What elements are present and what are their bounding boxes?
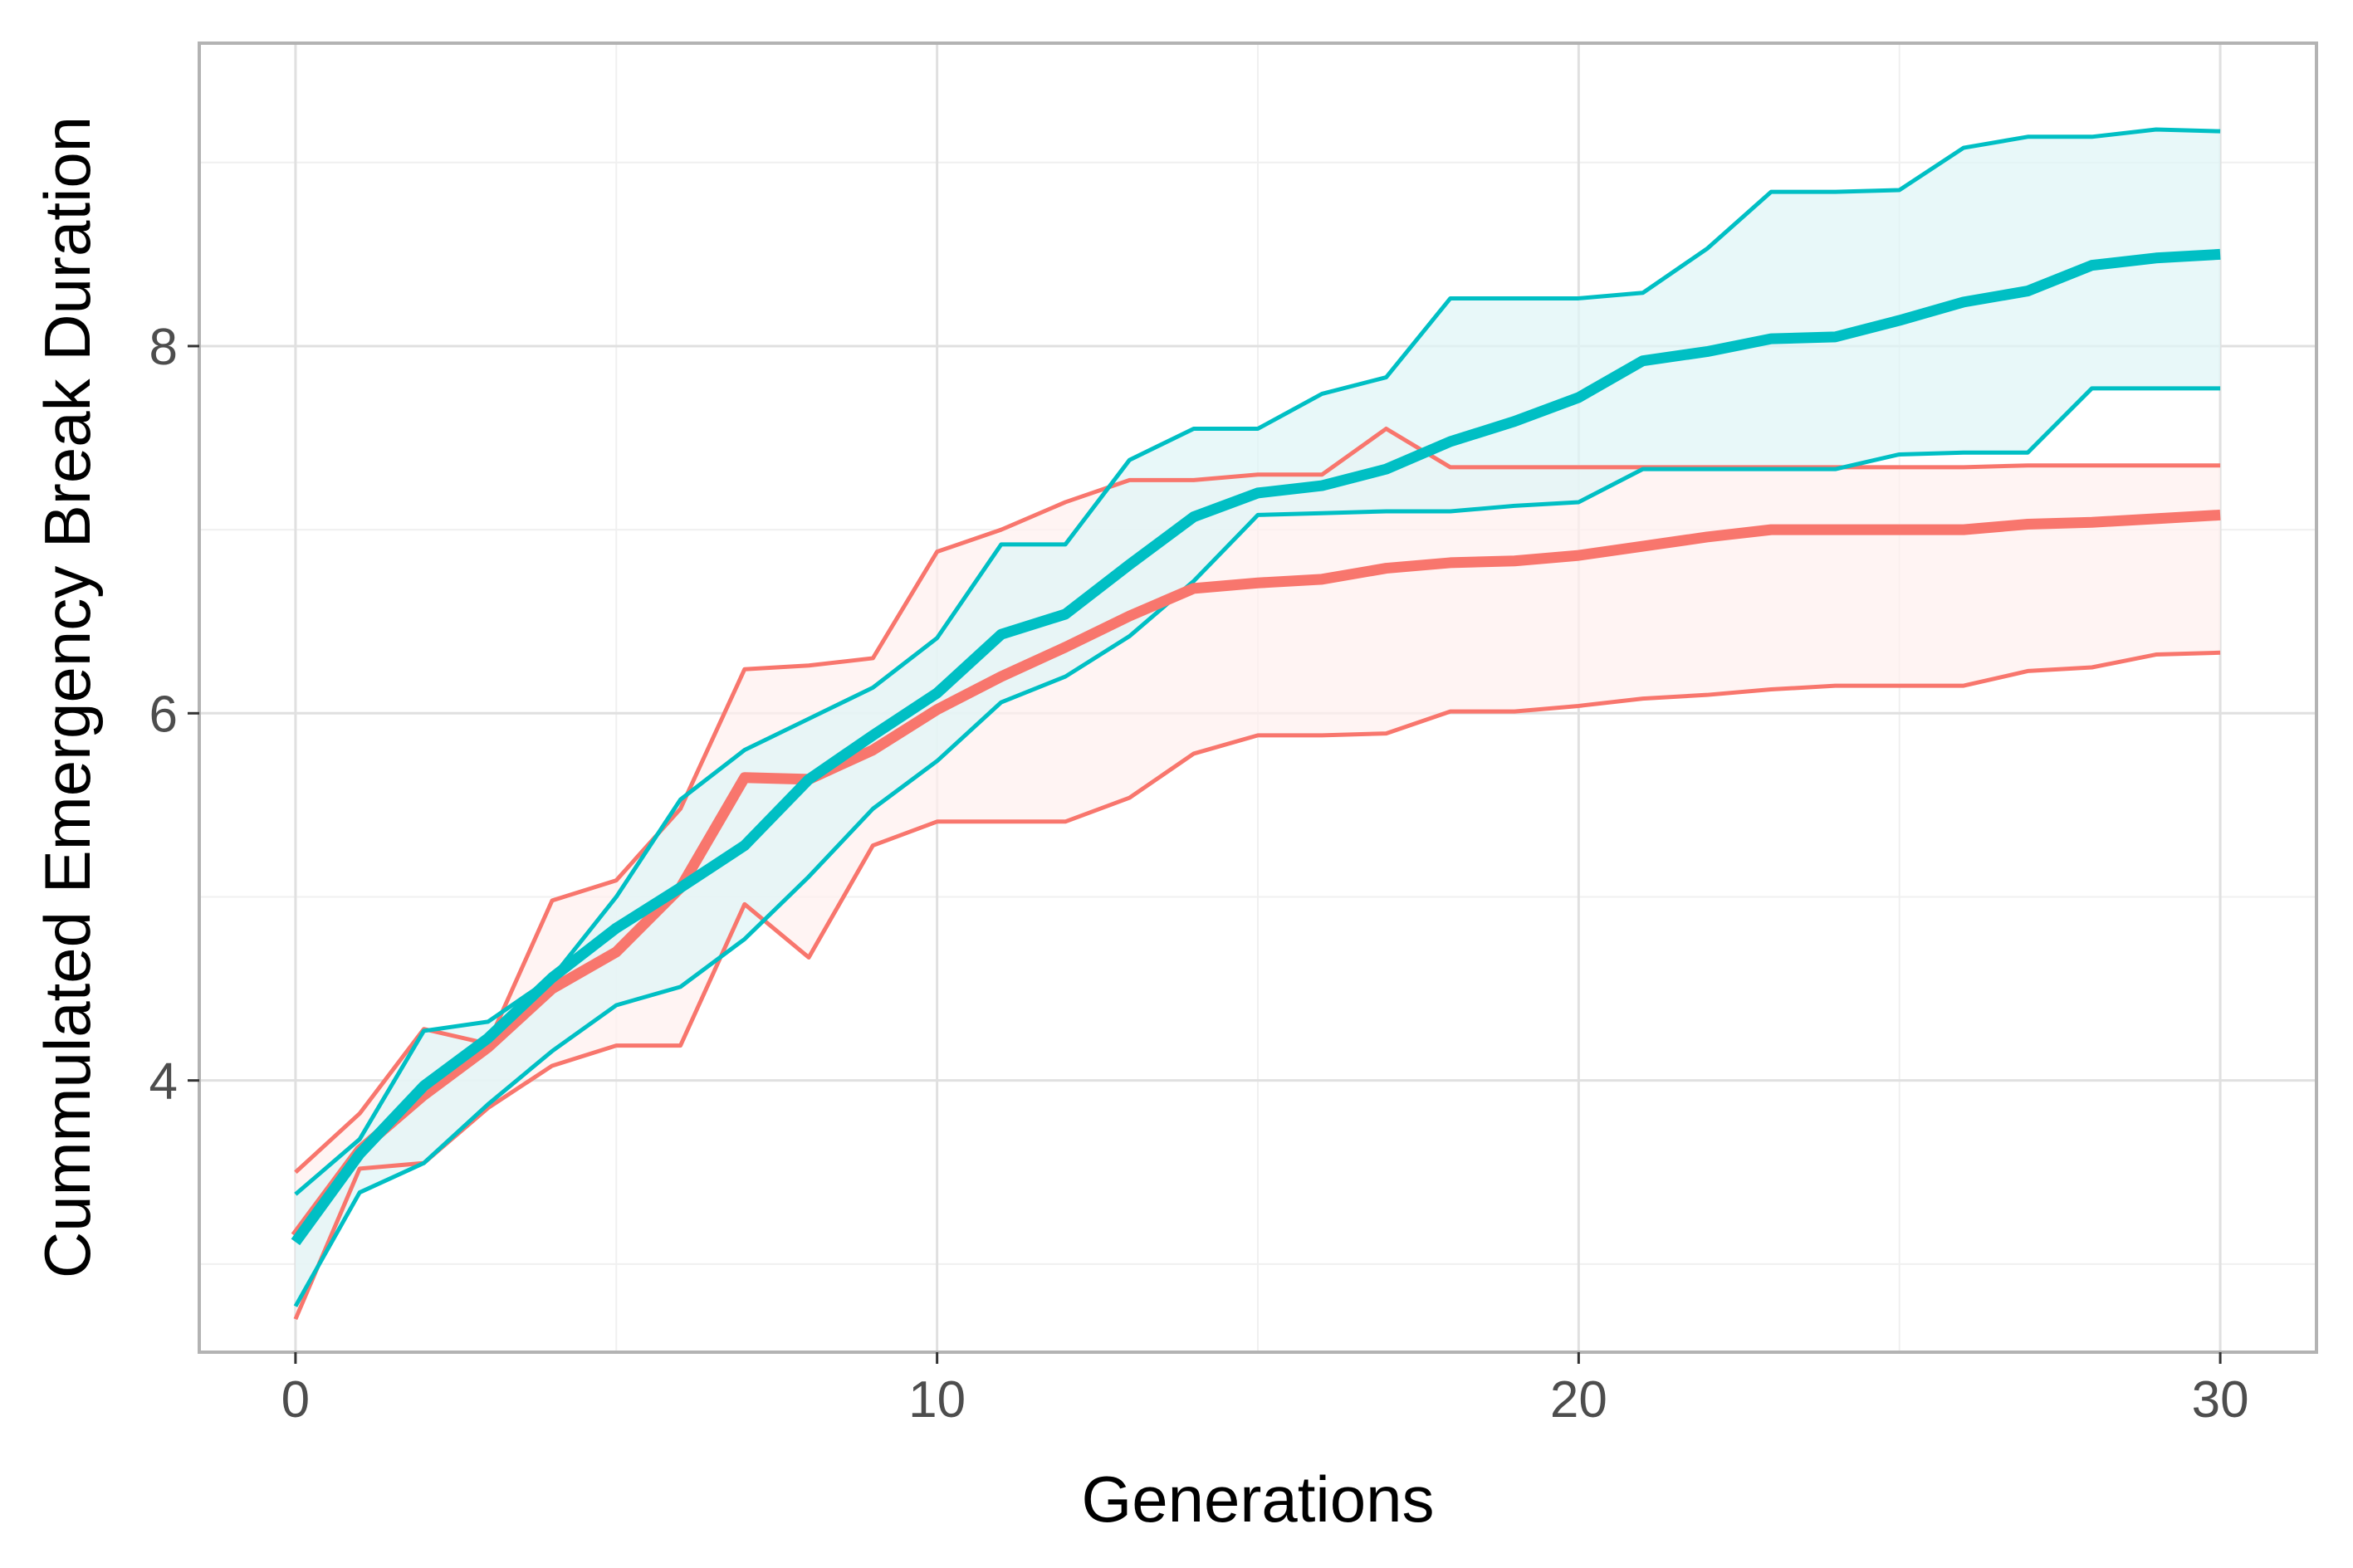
x-tick-label: 20 <box>1550 1371 1607 1429</box>
y-tick-label: 8 <box>149 319 178 376</box>
ribbons <box>295 129 2221 1320</box>
lower-line-series-1 <box>293 386 2221 1307</box>
y-tick-label: 6 <box>149 686 178 743</box>
bounds <box>293 127 2221 1321</box>
x-axis-ticks <box>294 1352 2222 1364</box>
means <box>291 248 2221 1246</box>
plot-border <box>198 42 2318 1354</box>
mean-line-series-1 <box>291 248 2221 1246</box>
upper-line-series-0 <box>294 426 2221 1175</box>
x-tick-label: 0 <box>281 1371 310 1429</box>
mean-line-series-0 <box>291 509 2221 1240</box>
x-tick-label: 10 <box>908 1371 966 1429</box>
y-axis-ticks <box>188 344 199 1082</box>
ribbon-series-1 <box>295 129 2221 1307</box>
y-tick-label: 4 <box>149 1053 178 1111</box>
x-tick-label: 30 <box>2192 1371 2249 1429</box>
y-axis-title: Cummulated Emergency Break Duration <box>31 116 104 1278</box>
y-axis-tick-labels: 4 6 8 <box>149 319 178 1111</box>
x-axis-tick-labels: 0 10 20 30 <box>281 1371 2249 1429</box>
x-axis-title: Generations <box>1082 1463 1435 1536</box>
upper-line-series-1 <box>294 127 2221 1196</box>
lower-line-series-0 <box>293 650 2221 1321</box>
ribbon-series-0 <box>295 428 2221 1320</box>
